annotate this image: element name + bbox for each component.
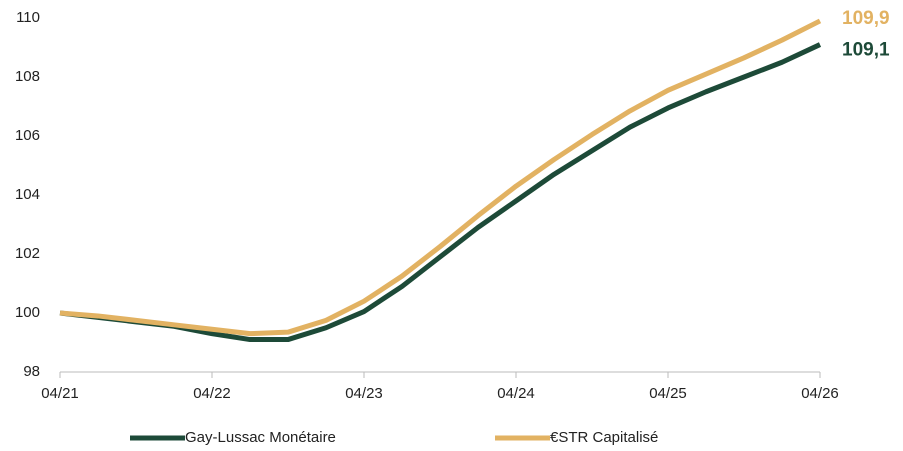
x-tick-label: 04/26 bbox=[801, 385, 839, 402]
end-label: 109,9 bbox=[842, 8, 890, 29]
y-tick-label: 110 bbox=[16, 9, 40, 26]
x-tick-label: 04/22 bbox=[193, 385, 231, 402]
y-tick-label: 100 bbox=[15, 304, 40, 321]
x-tick-label: 04/23 bbox=[345, 385, 383, 402]
line-series bbox=[59, 18, 822, 337]
y-tick-label: 102 bbox=[15, 245, 40, 262]
line-series bbox=[59, 42, 822, 343]
y-tick-label: 106 bbox=[15, 127, 40, 144]
y-tick-label: 98 bbox=[23, 363, 40, 380]
x-tick-label: 04/25 bbox=[649, 385, 687, 402]
legend-label: €STR Capitalisé bbox=[550, 429, 658, 446]
x-tick-label: 04/24 bbox=[497, 385, 535, 402]
x-tick-label: 04/21 bbox=[41, 385, 79, 402]
end-label: 109,1 bbox=[842, 40, 890, 61]
y-tick-label: 104 bbox=[15, 186, 40, 203]
y-tick-label: 108 bbox=[15, 68, 40, 85]
legend-label: Gay-Lussac Monétaire bbox=[185, 429, 336, 446]
